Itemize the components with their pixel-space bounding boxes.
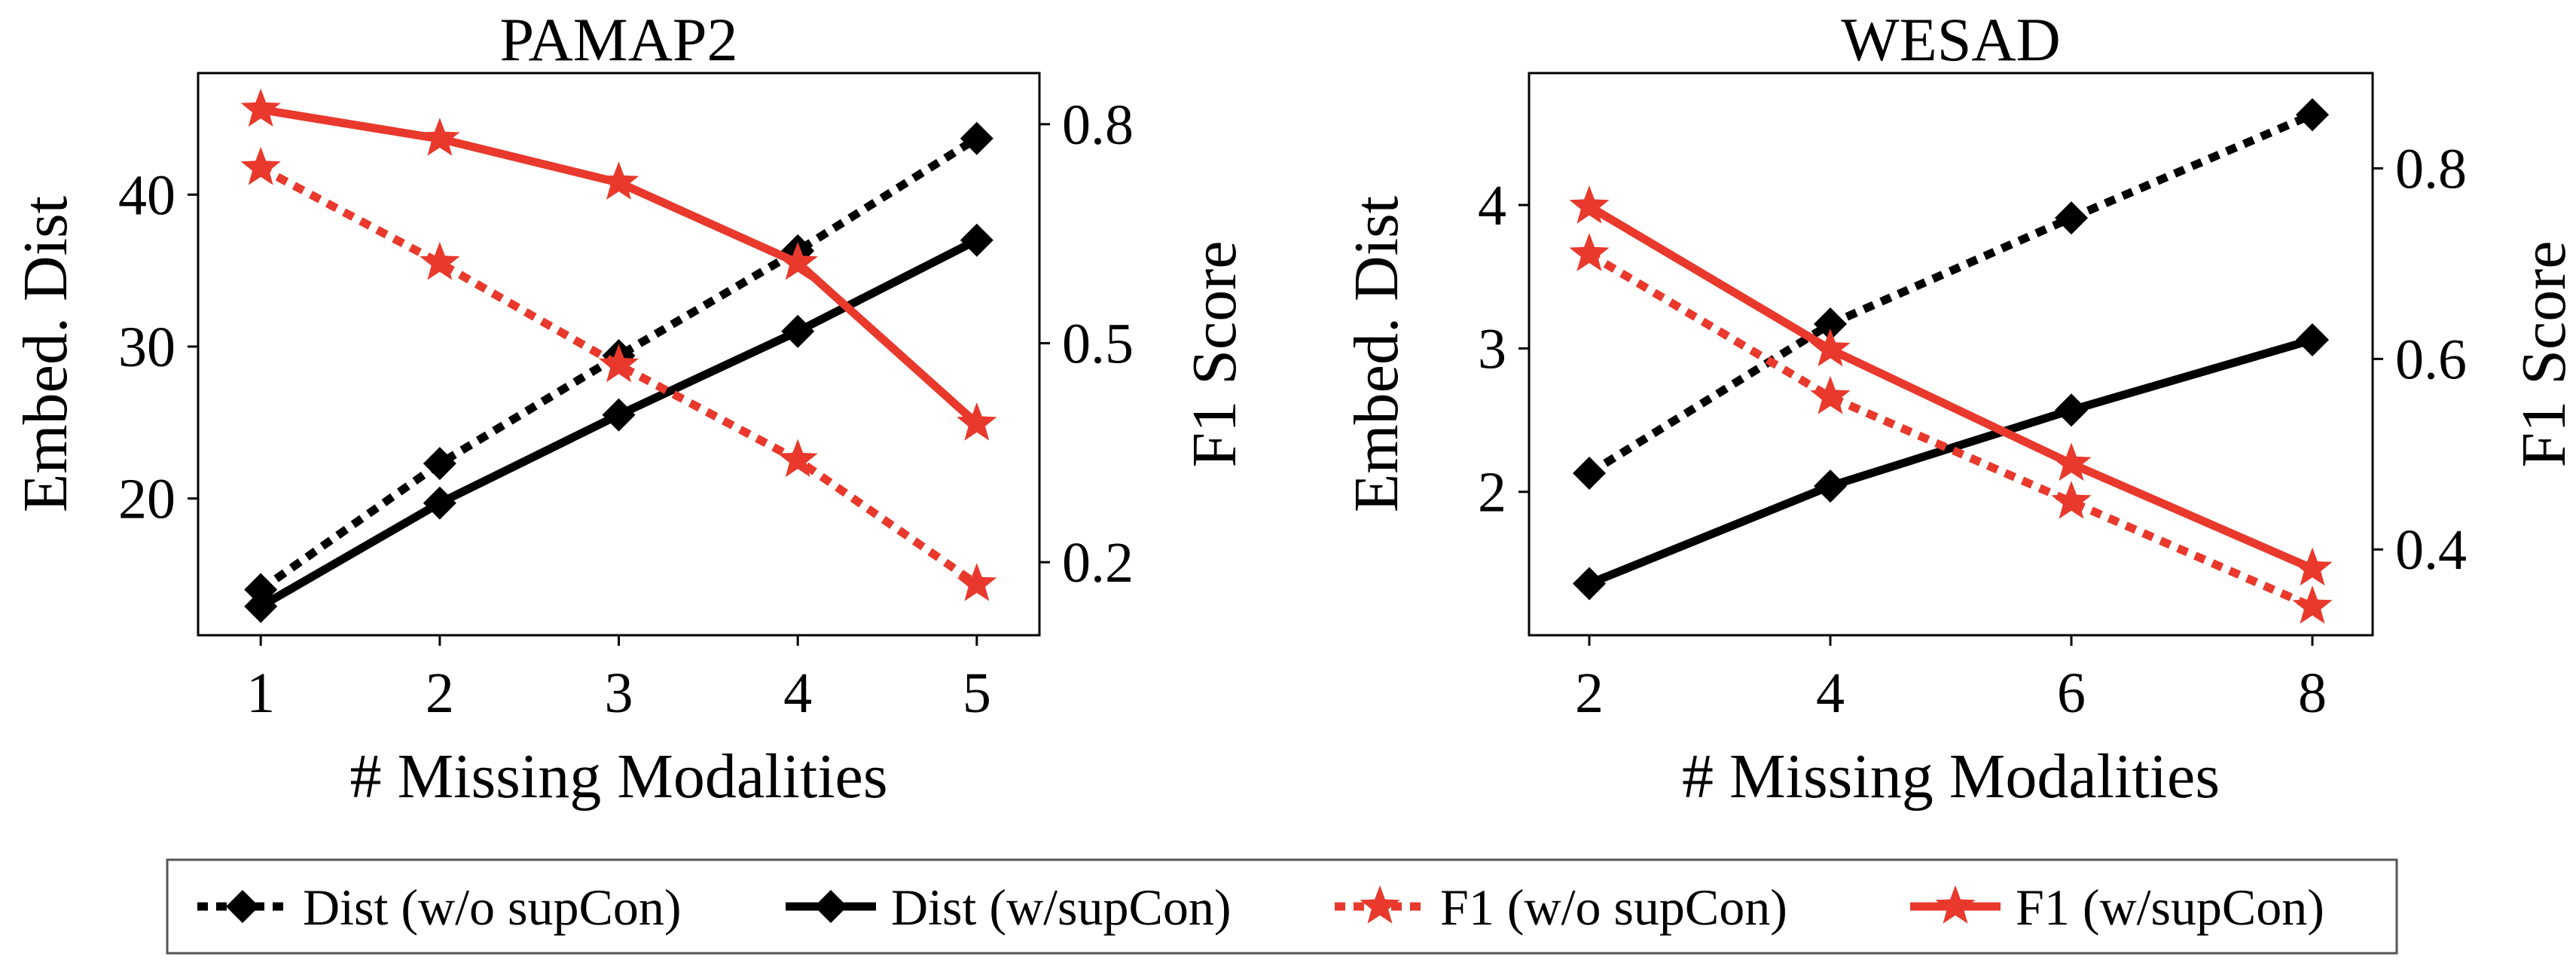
y-right-axis-label: F1 Score xyxy=(2509,241,2576,468)
series-line xyxy=(1587,250,2315,611)
y-tick-label: 40 xyxy=(118,164,175,227)
series-dist-w-supcon xyxy=(244,223,993,623)
series-f1-w-o-supcon xyxy=(1569,233,2333,624)
diamond-marker xyxy=(1573,456,1606,490)
x-tick-label: 4 xyxy=(1816,662,1845,725)
chart-title: PAMAP2 xyxy=(499,5,737,74)
series-dist-w-o-supcon xyxy=(1573,98,2329,490)
diamond-marker xyxy=(423,486,456,520)
star-marker xyxy=(598,344,639,383)
y-right-tick-label: 0.5 xyxy=(1062,312,1134,375)
x-tick-label: 3 xyxy=(605,662,633,725)
legend-diamond-icon xyxy=(814,890,847,923)
series-f1-w-o-supcon xyxy=(240,146,997,601)
x-tick-label: 5 xyxy=(963,662,991,725)
x-tick-label: 1 xyxy=(246,662,275,725)
series-f1-w-supcon xyxy=(240,88,997,441)
series-line xyxy=(1587,335,2314,588)
star-marker xyxy=(2051,481,2092,519)
diamond-marker xyxy=(1814,469,1847,503)
y-tick-label: 20 xyxy=(118,468,175,531)
y-right-tick-label: 0.6 xyxy=(2395,328,2467,391)
series-line xyxy=(1587,203,2315,573)
diamond-marker xyxy=(2296,323,2329,356)
y-axis-label: Embed. Dist xyxy=(11,196,81,512)
x-axis-label: # Missing Modalities xyxy=(349,741,887,812)
y-right-tick-label: 0.8 xyxy=(1062,93,1134,157)
star-marker xyxy=(777,241,818,280)
legend-item: F1 (w/supCon) xyxy=(1910,879,2324,936)
chart-title: WESAD xyxy=(1841,5,2061,74)
diamond-marker xyxy=(244,589,278,623)
legend-diamond-icon xyxy=(226,890,259,923)
y-tick-label: 2 xyxy=(1478,461,1506,524)
y-right-tick-label: 0.4 xyxy=(2395,518,2467,582)
star-marker xyxy=(1569,233,1610,271)
legend-label: F1 (w/o supCon) xyxy=(1440,879,1787,936)
star-marker xyxy=(777,439,818,478)
star-marker xyxy=(240,146,281,185)
star-marker xyxy=(598,161,639,200)
legend: Dist (w/o supCon) Dist (w/supCon) F1 (w/o … xyxy=(166,858,2398,955)
star-marker xyxy=(420,118,460,156)
y-right-tick-label: 0.2 xyxy=(1062,531,1134,595)
diamond-marker xyxy=(960,121,993,155)
x-tick-label: 2 xyxy=(1575,662,1604,725)
diamond-marker xyxy=(2296,98,2329,132)
legend-item: Dist (w/o supCon) xyxy=(197,879,681,936)
diamond-marker xyxy=(423,447,456,481)
diamond-marker xyxy=(781,314,815,348)
series-line xyxy=(260,105,980,427)
legend-item: Dist (w/supCon) xyxy=(786,879,1231,936)
y-tick-label: 4 xyxy=(1478,174,1506,237)
y-right-axis-label: F1 Score xyxy=(1180,241,1250,468)
x-axis-label: # Missing Modalities xyxy=(1682,741,2220,812)
chart-wesad: WESAD 2 4 6 8 2 3 4 0.4 0.6 0.8 # Missing Modalitie… xyxy=(1341,5,2576,812)
chart-pamap2: PAMAP2 1 2 3 4 5 20 30 40 0.2 0.5 0.8 # Missing Moda… xyxy=(11,5,1250,812)
series-line xyxy=(1587,111,2315,477)
legend-label: Dist (w/o supCon) xyxy=(303,879,681,936)
x-tick-label: 8 xyxy=(2298,662,2327,725)
star-marker xyxy=(957,402,997,441)
star-marker xyxy=(1810,375,1851,414)
series-line xyxy=(258,164,979,588)
plot-frame xyxy=(1528,72,2374,637)
star-marker xyxy=(2292,585,2333,624)
y-right-tick-label: 0.8 xyxy=(2395,137,2467,200)
x-tick-label: 6 xyxy=(2057,662,2086,725)
star-marker xyxy=(420,241,460,280)
series-dist-w-supcon xyxy=(1573,323,2329,601)
legend-label: Dist (w/supCon) xyxy=(891,879,1231,936)
diamond-marker xyxy=(960,223,993,257)
legend-box xyxy=(166,858,2398,955)
legend-star-icon xyxy=(1360,885,1400,924)
diamond-marker xyxy=(1573,567,1606,601)
star-marker xyxy=(1569,185,1610,224)
star-marker xyxy=(1810,328,1851,367)
star-marker xyxy=(957,563,997,601)
y-tick-label: 30 xyxy=(118,316,175,379)
diamond-marker xyxy=(2055,201,2088,235)
legend-star-icon xyxy=(1935,885,1976,924)
diamond-marker xyxy=(602,398,636,432)
legend-item: F1 (w/o supCon) xyxy=(1335,879,1787,936)
x-tick-label: 2 xyxy=(426,662,454,725)
star-marker xyxy=(2051,442,2092,482)
star-marker xyxy=(2292,547,2333,586)
series-f1-w-supcon xyxy=(1569,185,2333,586)
diamond-marker xyxy=(2055,393,2088,427)
y-tick-label: 3 xyxy=(1478,317,1506,381)
star-marker xyxy=(240,88,281,127)
diamond-marker xyxy=(1814,307,1847,341)
y-axis-label: Embed. Dist xyxy=(1341,196,1412,512)
legend-label: F1 (w/supCon) xyxy=(2016,879,2324,936)
series-line xyxy=(258,135,979,594)
x-tick-label: 4 xyxy=(783,662,812,725)
